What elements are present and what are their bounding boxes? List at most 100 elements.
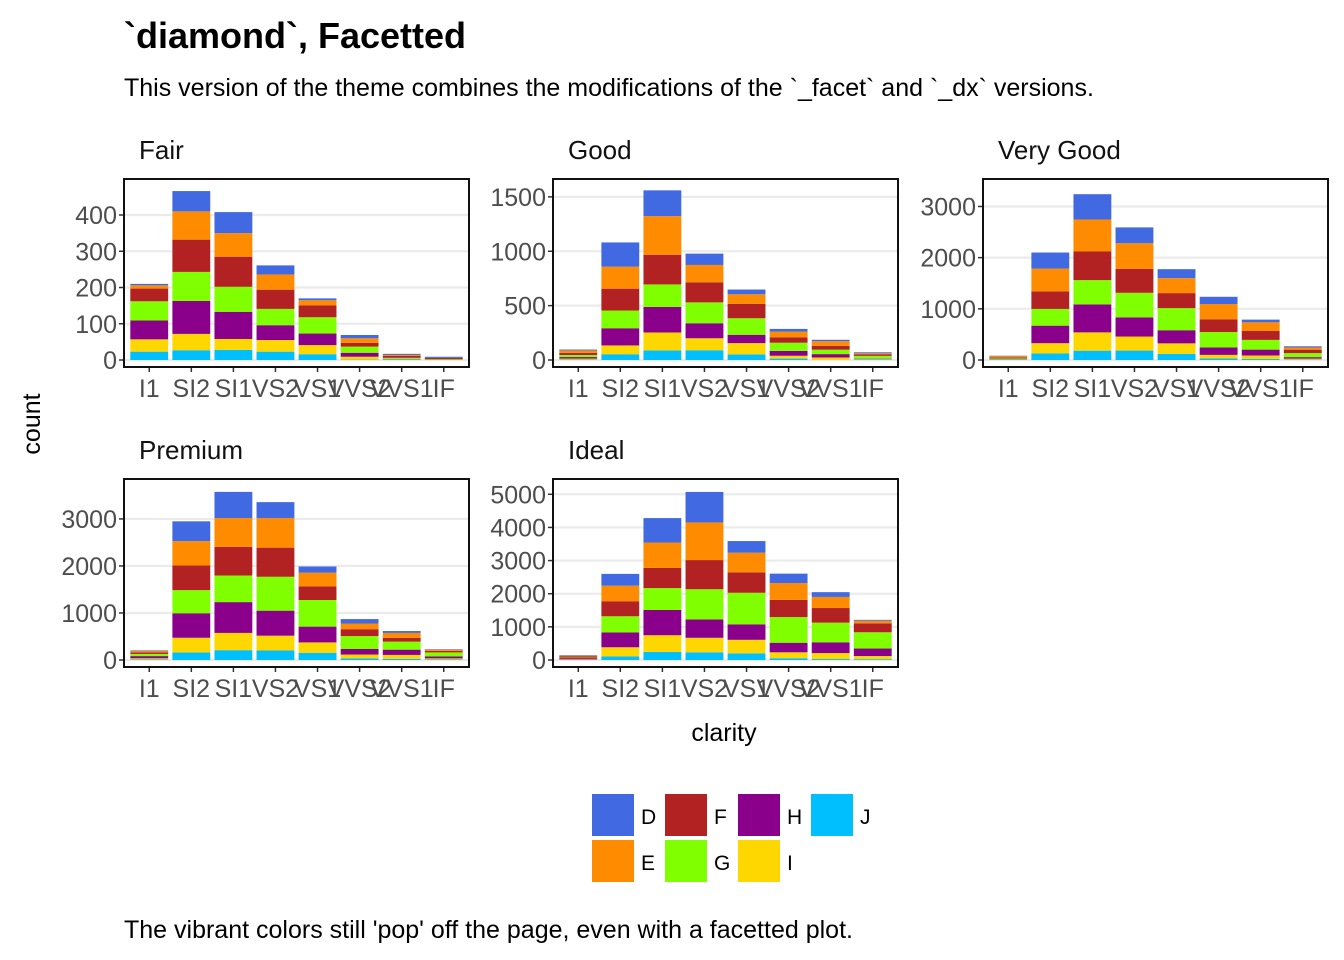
- y-tick-label: 0: [962, 347, 976, 375]
- bar-i1-h: [130, 320, 169, 340]
- bar-vs1-j: [727, 354, 766, 360]
- bar-vvs2-e: [340, 623, 379, 630]
- facet-panel-premium: Premium 0 1000 2000 3000 I1 SI2 SI1 VS2VS1VVS2VV…: [61, 435, 470, 703]
- bar-si2-j: [172, 350, 211, 360]
- bar-si2-g: [1031, 308, 1070, 326]
- chart-subtitle: This version of the theme combines the m…: [124, 74, 1094, 102]
- legend-swatch: [592, 794, 634, 836]
- bar-si1-j: [1073, 350, 1112, 360]
- facet-panel-very-good: Very Good 0 1000 2000 3000 I1 SI2 SI1 VS2VS1VVS2…: [920, 135, 1329, 403]
- bar-vs1-d: [727, 541, 766, 553]
- y-tick-label: 1000: [490, 238, 546, 266]
- bar-vs1-e: [1157, 278, 1196, 294]
- bar-if-g: [424, 652, 463, 657]
- bar-if-g: [853, 632, 892, 649]
- bar-vvs1-f: [382, 637, 421, 642]
- bar-vvs1-e: [1241, 322, 1280, 331]
- chart-caption: The vibrant colors still 'pop' off the p…: [124, 916, 853, 944]
- bar-vvs2-i: [769, 652, 808, 659]
- facet-strip-label: Good: [568, 135, 632, 165]
- bar-vvs2-h: [769, 350, 808, 356]
- y-tick-label: 400: [75, 202, 117, 230]
- bar-if-g: [424, 359, 463, 360]
- x-tick-label: I1: [998, 375, 1019, 403]
- bar-si1-h: [1073, 304, 1112, 333]
- bar-vs2-g: [685, 302, 724, 324]
- x-tick-label: VVS1: [799, 375, 863, 403]
- bar-i1-h: [989, 358, 1028, 360]
- x-tick-label: VVS2: [328, 375, 392, 403]
- legend-item-j: J: [811, 794, 871, 836]
- bar-if-f: [853, 623, 892, 633]
- panel-border: [552, 178, 899, 368]
- bar-vs2-i: [1115, 336, 1154, 351]
- legend-label: J: [860, 806, 871, 829]
- x-tick-label: SI1: [215, 375, 253, 403]
- bar-if-d: [1283, 346, 1322, 348]
- y-tick-label: 1000: [61, 600, 117, 628]
- legend-item-i: I: [738, 840, 793, 882]
- bar-si2-j: [601, 354, 640, 360]
- y-tick-label: 4000: [490, 514, 546, 542]
- bar-i1-h: [559, 357, 598, 359]
- bar-si2-f: [601, 288, 640, 311]
- y-tick-label: 0: [532, 347, 546, 375]
- legend-item-f: F: [665, 794, 727, 836]
- bar-si2-e: [601, 585, 640, 602]
- y-tick-label: 200: [75, 275, 117, 303]
- y-tick-label: 1000: [490, 614, 546, 642]
- bar-if-i: [853, 656, 892, 660]
- bar-vvs2-j: [769, 358, 808, 360]
- bar-si2-i: [601, 345, 640, 355]
- bar-vs1-i: [727, 343, 766, 355]
- x-tick-label: SI2: [173, 375, 211, 403]
- bar-vvs2-g: [1199, 332, 1238, 348]
- bar-vs2-f: [1115, 268, 1154, 293]
- bar-vvs1-j: [811, 659, 850, 660]
- bar-vs2-g: [256, 576, 295, 611]
- bar-vvs2-h: [769, 642, 808, 653]
- bar-i1-j: [130, 351, 169, 360]
- bar-vvs1-g: [811, 349, 850, 355]
- bar-vs2-j: [1115, 350, 1154, 360]
- bar-si1-g: [1073, 280, 1112, 305]
- x-tick-label: VS2: [681, 375, 728, 403]
- bar-vvs2-f: [769, 599, 808, 618]
- bar-si1-d: [643, 518, 682, 543]
- bar-vs2-h: [685, 619, 724, 638]
- bar-si2-h: [601, 632, 640, 648]
- y-tick-label: 5000: [490, 481, 546, 509]
- bar-vs2-d: [256, 502, 295, 519]
- bar-vs2-d: [685, 491, 724, 523]
- bar-vs1-f: [727, 303, 766, 319]
- bar-vs1-d: [727, 289, 766, 295]
- bar-si1-j: [643, 651, 682, 660]
- bar-vs2-i: [256, 340, 295, 352]
- bar-vs2-h: [256, 610, 295, 636]
- bar-if-e: [853, 353, 892, 355]
- x-tick-label: VS2: [252, 675, 299, 703]
- legend-swatch: [811, 794, 853, 836]
- x-tick-label: VVS2: [757, 675, 821, 703]
- bar-vvs2-h: [340, 352, 379, 357]
- x-tick-label: SI2: [602, 675, 640, 703]
- bar-vvs2-f: [340, 629, 379, 637]
- bar-vs2-f: [685, 560, 724, 590]
- bar-vvs2-d: [340, 619, 379, 624]
- bar-i1-e: [559, 350, 598, 353]
- bar-i1-d: [130, 283, 169, 286]
- bar-si1-f: [214, 256, 253, 287]
- y-tick-label: 300: [75, 238, 117, 266]
- bar-vvs2-f: [340, 342, 379, 347]
- bar-i1-e: [559, 655, 598, 657]
- bar-si1-e: [214, 518, 253, 547]
- legend-swatch: [592, 840, 634, 882]
- x-tick-label: VVS1: [1229, 375, 1293, 403]
- bar-vvs1-i: [811, 653, 850, 660]
- bar-vvs1-e: [382, 354, 421, 357]
- bar-vs1-j: [1157, 353, 1196, 360]
- bar-si1-f: [214, 546, 253, 576]
- bar-vs1-h: [727, 624, 766, 640]
- bar-i1-e: [130, 285, 169, 289]
